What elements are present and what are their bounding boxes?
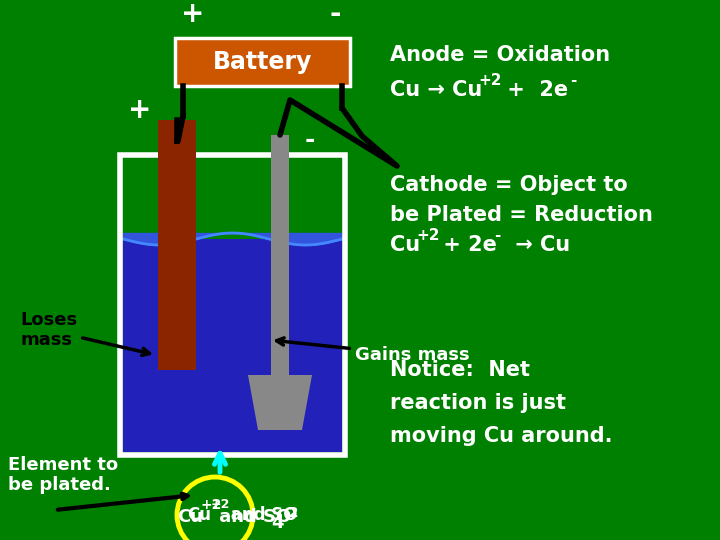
Bar	[175, 38, 350, 86]
Text: Loses
mass: Loses mass	[20, 310, 150, 355]
Text: +  2e: + 2e	[500, 80, 568, 100]
Text: reaction is just: reaction is just	[390, 393, 566, 413]
Text: moving Cu around.: moving Cu around.	[390, 426, 613, 446]
Text: Anode = Oxidation: Anode = Oxidation	[390, 45, 610, 65]
Text: Gains mass: Gains mass	[276, 338, 469, 364]
Bar	[120, 155, 345, 455]
Text: Battery: Battery	[213, 50, 312, 74]
Polygon shape	[248, 375, 312, 430]
Text: -: -	[305, 128, 315, 152]
Text: -: -	[570, 73, 577, 88]
Text: Cathode = Object to: Cathode = Object to	[390, 175, 628, 195]
Text: Notice:  Net: Notice: Net	[390, 360, 530, 380]
Text: +2: +2	[478, 73, 502, 88]
Text: Cu → Cu: Cu → Cu	[390, 80, 482, 100]
Text: Element to: Element to	[8, 456, 118, 474]
Text: -: -	[494, 228, 500, 243]
Text: +: +	[128, 96, 152, 124]
Text: Cu: Cu	[177, 508, 203, 526]
Text: be plated.: be plated.	[8, 476, 111, 494]
Bar	[123, 239, 342, 452]
Text: -2: -2	[283, 506, 299, 520]
Text: +2: +2	[416, 228, 439, 243]
Text: +2: +2	[201, 498, 222, 512]
Text: -: -	[329, 0, 341, 28]
Text: → Cu: → Cu	[508, 235, 570, 255]
Bar	[158, 120, 196, 370]
Text: and SO: and SO	[225, 506, 297, 524]
Bar	[271, 135, 289, 375]
Text: +2: +2	[211, 498, 230, 511]
Text: 4: 4	[271, 514, 284, 532]
Text: Cu: Cu	[187, 506, 211, 524]
Text: +: +	[181, 0, 204, 28]
Text: be Plated = Reduction: be Plated = Reduction	[390, 205, 653, 225]
Text: + 2e: + 2e	[436, 235, 497, 255]
Text: and SO: and SO	[213, 508, 292, 526]
Text: Cu: Cu	[390, 235, 420, 255]
